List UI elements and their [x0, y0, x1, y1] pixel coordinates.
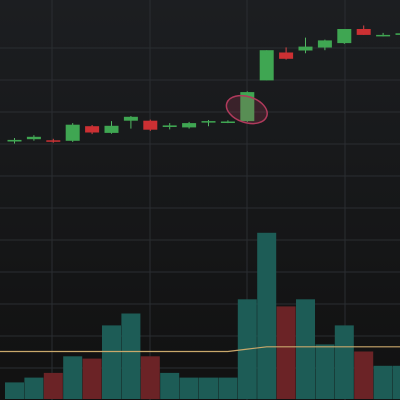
candle-body: [356, 29, 371, 35]
volume-bar: [296, 299, 315, 400]
candle: [337, 29, 352, 44]
volume-bar: [199, 377, 218, 399]
candle: [85, 125, 100, 135]
annotation-layer: [225, 94, 268, 125]
candle-body: [279, 52, 294, 59]
candle-body: [162, 125, 177, 127]
volume-bar: [276, 306, 296, 399]
candle: [104, 121, 119, 134]
candle-body: [65, 124, 80, 141]
candle-body: [317, 40, 332, 48]
volume-bar: [354, 351, 374, 399]
candle-body: [259, 50, 274, 81]
candle: [143, 119, 158, 131]
candle: [395, 33, 400, 35]
candle-body: [395, 33, 400, 35]
candle: [259, 50, 274, 81]
candle: [201, 120, 216, 127]
volume-bar: [24, 377, 44, 399]
volume-bar: [393, 365, 400, 400]
candle-body: [337, 29, 352, 44]
candle: [376, 32, 391, 37]
candle-body: [7, 139, 22, 142]
candle-body: [143, 120, 158, 130]
volume-bar: [218, 377, 238, 399]
candle-body: [104, 125, 119, 133]
candle: [279, 47, 294, 60]
volume-bar: [63, 356, 83, 400]
candle-body: [182, 123, 197, 128]
volume-bar: [373, 365, 393, 400]
volume-bar: [102, 325, 121, 399]
candle: [26, 135, 41, 141]
volume-bar: [160, 372, 180, 399]
candle-body: [298, 46, 313, 51]
volume-moving-average: [0, 346, 400, 353]
candle-body: [376, 34, 391, 37]
volume-bar: [257, 232, 277, 400]
candle: [317, 39, 332, 51]
volume-bar: [43, 372, 63, 399]
volume-bars: [5, 232, 400, 400]
candle: [220, 120, 235, 124]
candle-body: [201, 121, 216, 123]
volume-bar: [179, 377, 199, 399]
candle: [7, 138, 22, 144]
candle: [162, 123, 177, 130]
volume-bar: [315, 344, 335, 399]
volume-bar: [82, 358, 102, 399]
annotation-ellipse: [225, 94, 268, 125]
candle: [182, 121, 197, 129]
volume-bar: [334, 325, 354, 399]
volume-bar: [121, 313, 141, 399]
volume-bar: [140, 356, 160, 400]
candle: [123, 116, 138, 129]
candle: [46, 138, 61, 143]
candle: [65, 123, 80, 142]
volume-bar: [5, 382, 24, 399]
candle-body: [240, 92, 255, 122]
candle: [298, 37, 313, 54]
candle: [356, 25, 371, 35]
candle-body: [46, 140, 61, 142]
volume-ma-line: [0, 346, 400, 353]
candle-body: [220, 121, 235, 123]
candle-body: [26, 136, 41, 140]
candle-body: [85, 126, 100, 133]
candle-body: [123, 116, 138, 121]
